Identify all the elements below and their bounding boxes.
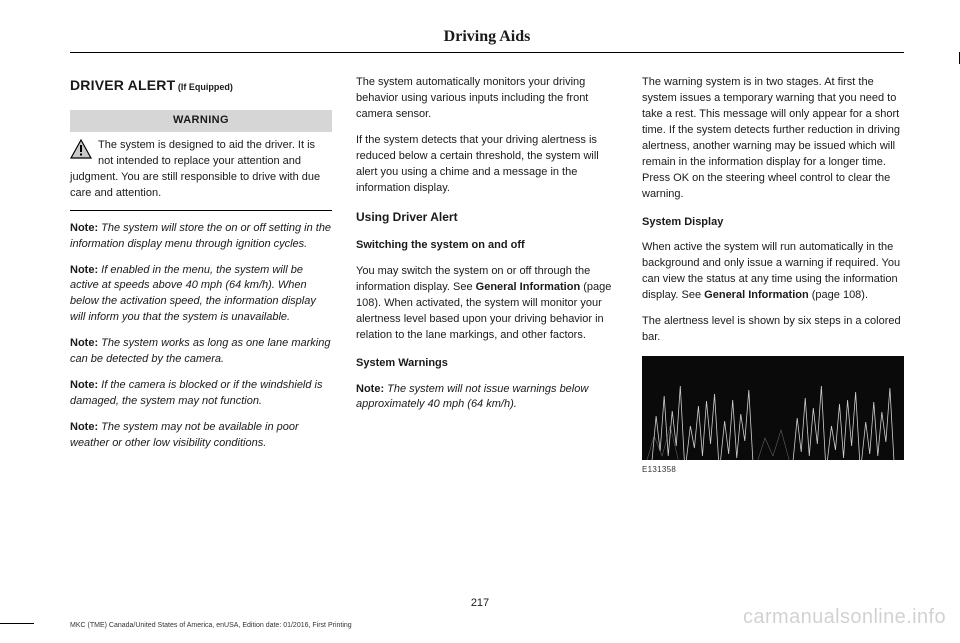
para: You may switch the system on or off thro… bbox=[356, 264, 618, 344]
para: The warning system is in two stages. At … bbox=[642, 75, 904, 203]
column-2: The system automatically monitors your d… bbox=[356, 75, 618, 476]
page: Driving Aids DRIVER ALERT (If Equipped) … bbox=[0, 0, 960, 643]
page-title: Driving Aids bbox=[70, 28, 904, 46]
subheading-switching: Switching the system on and off bbox=[356, 238, 618, 254]
subheading-using-driver-alert: Using Driver Alert bbox=[356, 209, 618, 226]
figure-display: E131358 bbox=[642, 356, 904, 476]
note-warn: Note: The system will not issue warnings… bbox=[356, 382, 618, 414]
para: When active the system will run automati… bbox=[642, 240, 904, 304]
footer-edition: MKC (TME) Canada/United States of Americ… bbox=[70, 622, 352, 629]
note-4: Note: If the camera is blocked or if the… bbox=[70, 378, 332, 410]
column-3: The warning system is in two stages. At … bbox=[642, 75, 904, 476]
crop-mark bbox=[0, 623, 34, 643]
columns: DRIVER ALERT (If Equipped) WARNING The s… bbox=[70, 75, 904, 476]
watermark: carmanualsonline.info bbox=[743, 606, 946, 629]
note-2: Note: If enabled in the menu, the system… bbox=[70, 263, 332, 327]
warning-text: The system is designed to aid the driver… bbox=[70, 139, 320, 199]
header-rule bbox=[70, 52, 904, 53]
section-heading: DRIVER ALERT (If Equipped) bbox=[70, 75, 332, 96]
equipped-label: (If Equipped) bbox=[175, 82, 233, 92]
figure-caption: E131358 bbox=[642, 464, 904, 476]
warning-box: WARNING The system is designed to aid th… bbox=[70, 110, 332, 211]
warning-body: The system is designed to aid the driver… bbox=[70, 132, 332, 211]
para: If the system detects that your driving … bbox=[356, 133, 618, 197]
warning-label: WARNING bbox=[70, 110, 332, 132]
note-3: Note: The system works as long as one la… bbox=[70, 336, 332, 368]
note-5: Note: The system may not be available in… bbox=[70, 420, 332, 452]
subheading-system-display: System Display bbox=[642, 215, 904, 231]
warning-icon bbox=[70, 139, 92, 165]
note-1: Note: The system will store the on or of… bbox=[70, 221, 332, 253]
para: The alertness level is shown by six step… bbox=[642, 314, 904, 346]
para: The system automatically monitors your d… bbox=[356, 75, 618, 123]
column-1: DRIVER ALERT (If Equipped) WARNING The s… bbox=[70, 75, 332, 476]
section-title: DRIVER ALERT bbox=[70, 77, 175, 93]
subheading-system-warnings: System Warnings bbox=[356, 356, 618, 372]
